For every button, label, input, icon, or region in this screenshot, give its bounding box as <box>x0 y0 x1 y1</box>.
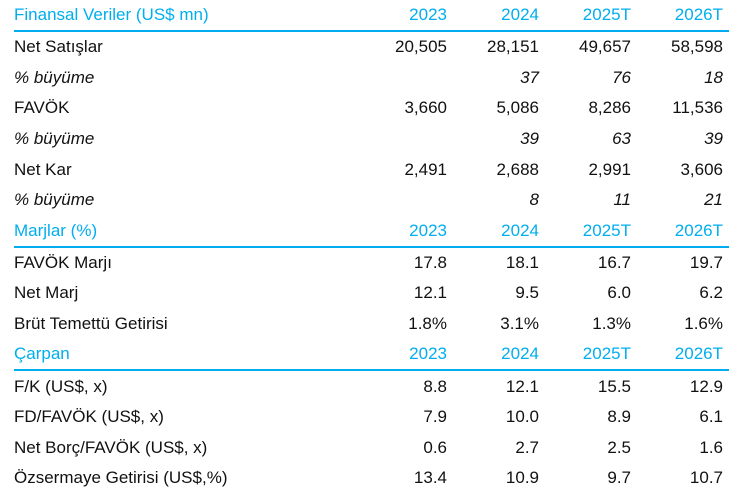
row-label: % büyüme <box>14 129 95 149</box>
table-row: F/K (US$, x) 8.8 12.1 15.5 12.9 <box>0 371 737 402</box>
cell-value: 18.1 <box>505 252 539 272</box>
cell-value: 2,688 <box>496 159 539 179</box>
section-header: Marjlar (%) 2023 2024 2025T 2026T <box>14 216 729 248</box>
section-title: Çarpan <box>14 344 70 364</box>
row-label: Brüt Temettü Getirisi <box>14 314 168 334</box>
cell-value: 13.4 <box>413 468 447 488</box>
table-row: FAVÖK 3,660 5,086 8,286 11,536 <box>0 93 737 124</box>
cell-value: 1.6 <box>699 437 723 457</box>
table-row: FD/FAVÖK (US$, x) 7.9 10.0 8.9 6.1 <box>0 402 737 433</box>
section-header: Çarpan 2023 2024 2025T 2026T <box>14 339 729 372</box>
cell-value: 15.5 <box>597 376 631 396</box>
cell-value: 2.7 <box>515 437 539 457</box>
year-header: 2025T <box>582 5 631 24</box>
row-label: FAVÖK Marjı <box>14 252 112 272</box>
row-label: Net Borç/FAVÖK (US$, x) <box>14 437 208 457</box>
cell-value: 37 <box>520 67 539 87</box>
table-row: Net Marj 12.1 9.5 6.0 6.2 <box>0 278 737 309</box>
cell-value: 2,991 <box>588 159 631 179</box>
year-header: 2024 <box>501 5 539 24</box>
cell-value: 76 <box>612 67 631 87</box>
cell-value: 3,606 <box>680 159 723 179</box>
row-label: Özsermaye Getirisi (US$,%) <box>14 468 228 488</box>
cell-value: 5,086 <box>496 98 539 118</box>
cell-value: 3.1% <box>500 314 539 334</box>
row-label: FD/FAVÖK (US$, x) <box>14 407 164 427</box>
cell-value: 1.6% <box>684 314 723 334</box>
table-row: Brüt Temettü Getirisi 1.8% 3.1% 1.3% 1.6% <box>0 309 737 340</box>
table-row: Net Kar 2,491 2,688 2,991 3,606 <box>0 154 737 185</box>
table-row: Özsermaye Getirisi (US$,%) 13.4 10.9 9.7 10.… <box>0 463 737 494</box>
cell-value: 9.7 <box>607 468 631 488</box>
year-header: 2024 <box>501 344 539 364</box>
cell-value: 3,660 <box>404 98 447 118</box>
year-header: 2024 <box>501 220 539 240</box>
cell-value: 9.5 <box>515 283 539 303</box>
cell-value: 11 <box>613 190 631 210</box>
cell-value: 28,151 <box>487 37 539 57</box>
cell-value: 63 <box>612 129 631 149</box>
cell-value: 2,491 <box>404 159 447 179</box>
cell-value: 12.1 <box>413 283 447 303</box>
section-header: Finansal Veriler (US$ mn) 2023 2024 2025T 20… <box>14 0 729 32</box>
cell-value: 1.8% <box>408 314 447 334</box>
year-header: 2023 <box>409 5 447 24</box>
row-label: Net Marj <box>14 283 79 303</box>
cell-value: 12.1 <box>505 376 539 396</box>
year-header: 2026T <box>674 5 723 24</box>
table-row: % büyüme 37 76 18 <box>0 63 737 94</box>
row-label: % büyüme <box>14 67 95 87</box>
cell-value: 49,657 <box>579 37 631 57</box>
cell-value: 8,286 <box>588 98 631 118</box>
row-label: F/K (US$, x) <box>14 376 108 396</box>
cell-value: 18 <box>704 67 723 87</box>
cell-value: 20,505 <box>395 37 447 57</box>
cell-value: 17.8 <box>413 252 447 272</box>
table-row: % büyüme 8 11 21 <box>0 185 737 216</box>
year-header: 2026T <box>674 220 723 240</box>
year-header: 2025T <box>582 220 631 240</box>
year-header: 2025T <box>582 344 631 364</box>
cell-value: 0.6 <box>423 437 447 457</box>
row-label: % büyüme <box>14 190 95 210</box>
cell-value: 19.7 <box>689 252 723 272</box>
cell-value: 10.0 <box>505 407 539 427</box>
section-title: Finansal Veriler (US$ mn) <box>14 5 209 24</box>
section-title: Marjlar (%) <box>14 220 98 240</box>
table-row: % büyüme 39 63 39 <box>0 124 737 155</box>
cell-value: 1.3% <box>592 314 631 334</box>
cell-value: 8.9 <box>607 407 631 427</box>
cell-value: 6.0 <box>607 283 631 303</box>
cell-value: 21 <box>704 190 723 210</box>
row-label: FAVÖK <box>14 98 70 118</box>
year-header: 2023 <box>409 220 447 240</box>
cell-value: 10.7 <box>689 468 723 488</box>
cell-value: 6.2 <box>699 283 723 303</box>
cell-value: 58,598 <box>671 37 723 57</box>
year-header: 2026T <box>674 344 723 364</box>
row-label: Net Kar <box>14 159 72 179</box>
table-row: Net Satışlar 20,505 28,151 49,657 58,598 <box>0 32 737 63</box>
cell-value: 7.9 <box>423 407 447 427</box>
cell-value: 11,536 <box>672 98 723 118</box>
year-header: 2023 <box>409 344 447 364</box>
cell-value: 39 <box>704 129 723 149</box>
row-label: Net Satışlar <box>14 37 103 57</box>
cell-value: 12.9 <box>689 376 723 396</box>
table-row: FAVÖK Marjı 17.8 18.1 16.7 19.7 <box>0 248 737 279</box>
cell-value: 10.9 <box>505 468 539 488</box>
cell-value: 8 <box>529 190 539 210</box>
cell-value: 2.5 <box>607 437 631 457</box>
cell-value: 16.7 <box>597 252 631 272</box>
table-row: Net Borç/FAVÖK (US$, x) 0.6 2.7 2.5 1.6 <box>0 433 737 464</box>
cell-value: 39 <box>520 129 539 149</box>
cell-value: 8.8 <box>423 376 447 396</box>
cell-value: 6.1 <box>699 407 723 427</box>
